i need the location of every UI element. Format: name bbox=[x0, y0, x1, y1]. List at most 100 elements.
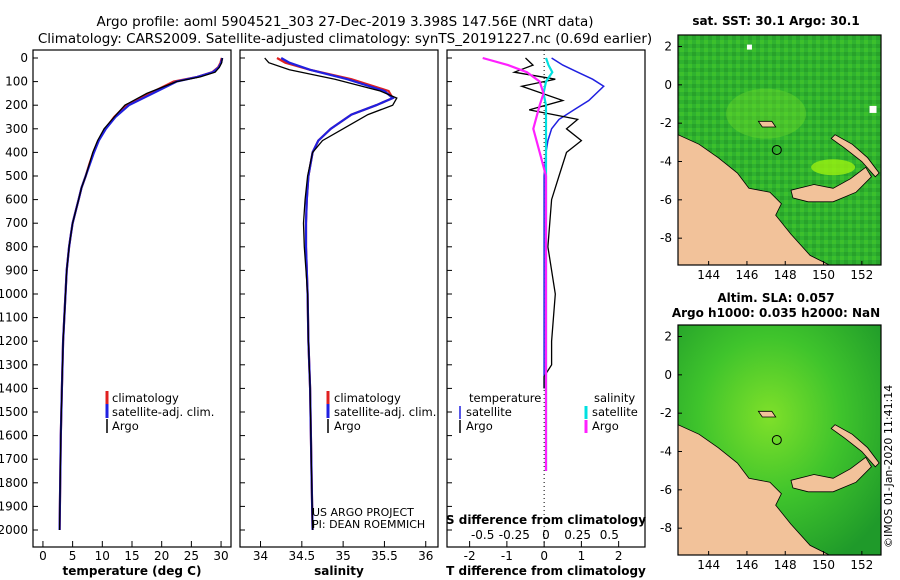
sal-legend-climatology-label: climatology bbox=[334, 391, 401, 405]
credit-project: US ARGO PROJECT bbox=[312, 506, 414, 519]
depth-tick-label: 100 bbox=[5, 75, 28, 89]
map-content bbox=[678, 35, 881, 265]
s-tick-label: -0.5 bbox=[471, 528, 494, 542]
diff-series-3 bbox=[482, 56, 548, 471]
legend-climatology-label: climatology bbox=[112, 391, 179, 405]
x-tick-label: 0 bbox=[39, 549, 47, 563]
depth-tick-label: 1400 bbox=[0, 381, 28, 395]
depth-tick-label: 1100 bbox=[0, 311, 28, 325]
map-lat-tick-label: -2 bbox=[660, 116, 672, 130]
diff-legend-sargo-label: Argo bbox=[592, 419, 619, 433]
sal-series-2 bbox=[264, 57, 398, 531]
depth-tick-label: 300 bbox=[5, 122, 28, 136]
diff-series-1 bbox=[511, 57, 583, 389]
salinity-xlabel: salinity bbox=[314, 564, 364, 578]
x-tick-label: 10 bbox=[95, 549, 110, 563]
map-lon-tick-label: 152 bbox=[850, 268, 873, 282]
depth-tick-label: 1000 bbox=[0, 287, 28, 301]
diff-legend-ssat-label: satellite bbox=[592, 405, 638, 419]
map-lat-tick-label: 2 bbox=[664, 330, 672, 344]
depth-tick-label: 400 bbox=[5, 145, 28, 159]
sst-map: 2 0 -2 -4 -6 -8 144 146 148 150 152 bbox=[660, 34, 882, 282]
map-lon-tick-label: 146 bbox=[735, 268, 758, 282]
map-lon-tick-label: 150 bbox=[812, 558, 835, 572]
land-manus bbox=[757, 120, 777, 128]
sal-legend-argo-label: Argo bbox=[334, 419, 361, 433]
x-tick-label: 15 bbox=[124, 549, 139, 563]
x-tick-label: 20 bbox=[154, 549, 169, 563]
map-lat-tick-label: 2 bbox=[664, 40, 672, 54]
missing-data bbox=[869, 105, 877, 113]
depth-tick-label: 700 bbox=[5, 216, 28, 230]
temperature-legend: climatology satellite-adj. clim. Argo bbox=[105, 391, 214, 433]
x-tick-label: 25 bbox=[184, 549, 199, 563]
temp-series-0 bbox=[58, 57, 223, 531]
x-tick-label: 35 bbox=[335, 549, 350, 563]
x-tick-label: 35.5 bbox=[371, 549, 398, 563]
argo-float-marker bbox=[771, 434, 782, 445]
map-lon-tick-label: 144 bbox=[697, 558, 720, 572]
map-frame bbox=[677, 324, 882, 556]
s-tick-label: 0.25 bbox=[564, 528, 591, 542]
s-difference-label: S difference from climatology bbox=[446, 513, 646, 527]
map-lat-tick-label: 0 bbox=[664, 78, 672, 92]
missing-data bbox=[746, 44, 752, 50]
temperature-plot: 0 5 10 15 20 25 30 bbox=[39, 57, 229, 563]
map-lat-tick-label: 0 bbox=[664, 368, 672, 382]
depth-tick-label: 800 bbox=[5, 240, 28, 254]
map-lat-tick-label: -6 bbox=[660, 193, 672, 207]
s-tick-label: 0 bbox=[542, 528, 550, 542]
x-tick-label: -2 bbox=[464, 549, 476, 563]
depth-axis: 0 100 200 300 400 500 600 700 800 900 1000 1100 1200… bbox=[0, 51, 452, 537]
map-lon-tick-label: 146 bbox=[735, 558, 758, 572]
depth-tick-label: 2000 bbox=[0, 523, 28, 537]
x-tick-label: 5 bbox=[69, 549, 77, 563]
land-new-ireland bbox=[830, 134, 880, 178]
depth-tick-label: 0 bbox=[20, 51, 28, 65]
temp-series-2 bbox=[58, 57, 223, 531]
header-line2: Climatology: CARS2009. Satellite-adjuste… bbox=[38, 31, 652, 47]
diff-legend-targo-label: Argo bbox=[466, 419, 493, 433]
sal-series-1 bbox=[280, 57, 395, 531]
x-tick-label: 36 bbox=[418, 549, 433, 563]
x-tick-label: 30 bbox=[213, 549, 228, 563]
depth-tick-label: 600 bbox=[5, 193, 28, 207]
x-tick-label: 1 bbox=[578, 549, 586, 563]
temperature-xlabel: temperature (deg C) bbox=[63, 564, 202, 578]
depth-tick-label: 1500 bbox=[0, 405, 28, 419]
depth-tick-label: 1700 bbox=[0, 452, 28, 466]
land-new-ireland bbox=[830, 424, 880, 468]
s-tick-label: 0.5 bbox=[600, 528, 619, 542]
depth-tick-label: 1300 bbox=[0, 358, 28, 372]
land-new-guinea bbox=[678, 424, 830, 555]
difference-panel-frame bbox=[446, 49, 646, 548]
map-lat-tick-label: -8 bbox=[660, 521, 672, 535]
land-new-britain bbox=[790, 166, 872, 203]
map-frame bbox=[677, 34, 882, 266]
map-content bbox=[678, 325, 881, 555]
warm-patch bbox=[726, 88, 807, 139]
sla-map-title: Altim. SLA: 0.057 bbox=[717, 291, 834, 305]
x-tick-label: 0 bbox=[540, 549, 548, 563]
x-tick-label: 34 bbox=[253, 549, 268, 563]
depth-tick-label: 1600 bbox=[0, 429, 28, 443]
map-lat-tick-label: -4 bbox=[660, 445, 672, 459]
depth-tick-label: 900 bbox=[5, 263, 28, 277]
header-line1: Argo profile: aoml 5904521_303 27-Dec-20… bbox=[96, 14, 593, 30]
legend-argo-label: Argo bbox=[112, 419, 139, 433]
map-lon-tick-label: 144 bbox=[697, 268, 720, 282]
salinity-legend: climatology satellite-adj. clim. Argo US… bbox=[312, 391, 436, 531]
sla-map: 2 0 -2 -4 -6 -8 144 146 148 150 152 bbox=[660, 324, 882, 572]
depth-tick-label: 1200 bbox=[0, 334, 28, 348]
depth-tick-label: 1900 bbox=[0, 499, 28, 513]
land-new-britain bbox=[790, 456, 872, 493]
diff-legend-tsat-label: satellite bbox=[466, 405, 512, 419]
imos-timestamp: ©IMOS 01-Jan-2020 11:41:14 bbox=[882, 385, 895, 548]
map-lat-tick-label: -2 bbox=[660, 406, 672, 420]
map-lat-tick-label: -8 bbox=[660, 231, 672, 245]
map-lon-tick-label: 150 bbox=[812, 268, 835, 282]
x-tick-label: 2 bbox=[615, 549, 623, 563]
temp-series-1 bbox=[58, 57, 224, 531]
s-tick-label: -0.25 bbox=[499, 528, 530, 542]
